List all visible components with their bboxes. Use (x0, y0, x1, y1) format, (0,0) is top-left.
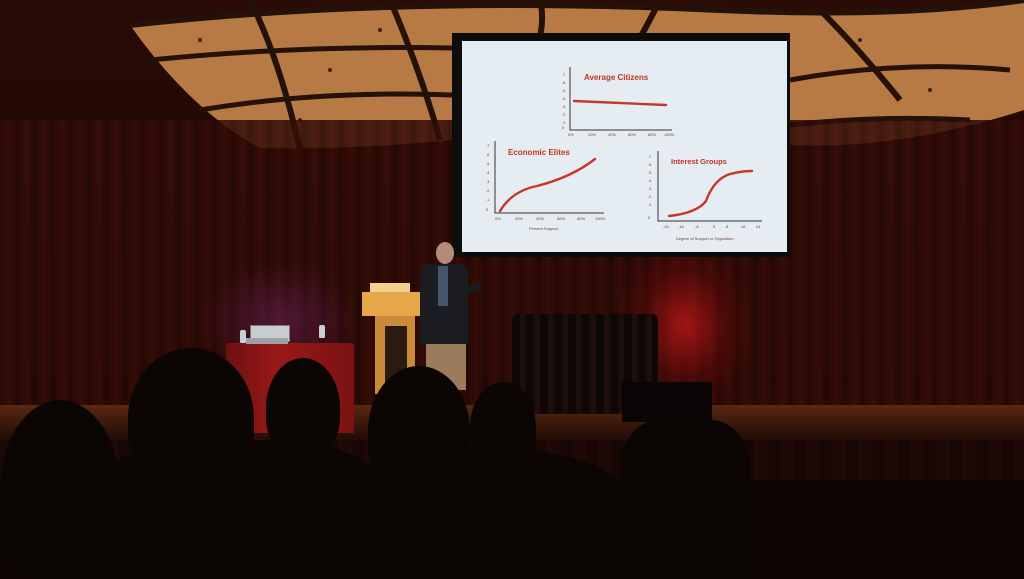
panel2-ytick: 0 (486, 207, 489, 212)
panel2-ytick: .6 (486, 152, 490, 157)
panel1-xtick: 20% (588, 132, 596, 137)
panel1-xtick: 0% (568, 132, 574, 137)
stage-monitor (622, 382, 712, 422)
panel2-ytick: .1 (486, 197, 490, 202)
panel2-ytick: .3 (486, 179, 490, 184)
panel3-xtick: 16 (741, 224, 746, 229)
audience-shoulders (330, 450, 630, 579)
panel1-xtick: 100% (664, 132, 675, 137)
slide-charts: Average Citizens .7 .6 .5 .4 .3 .2 .1 0 … (486, 67, 762, 241)
panel2-xtick: 100% (595, 216, 606, 221)
panel2-xtick: 60% (557, 216, 565, 221)
panel3-ytick: .6 (648, 162, 652, 167)
panel1-ytick: .3 (562, 104, 566, 109)
panel2-ytick: .2 (486, 188, 490, 193)
panel2-axes (494, 141, 604, 214)
panel2-xtick: 40% (536, 216, 544, 221)
panel3-ytick: .1 (648, 202, 652, 207)
audience-silhouette (620, 420, 750, 579)
panel3-xtick: 8 (726, 224, 729, 229)
podium-top (362, 292, 428, 316)
panel2-x-ticks: 0% 20% 40% 60% 80% 100% (495, 216, 606, 221)
panel2-x-label: Percent Support (529, 226, 559, 231)
panel3-ytick: .7 (648, 154, 652, 159)
panel3-ytick: .2 (648, 194, 652, 199)
panel3-x-label: Degree of Support or Opposition (676, 236, 734, 241)
panel3-y-ticks: .7 .6 .5 .4 .3 .2 .1 0 (648, 154, 652, 220)
panel3-ytick: 0 (648, 215, 651, 220)
panel3-ytick: .3 (648, 186, 652, 191)
panel1-ytick: 0 (562, 125, 565, 130)
panel1-ytick: .5 (562, 88, 566, 93)
panel2-ytick: .7 (486, 143, 490, 148)
water-bottle (319, 325, 325, 338)
panel3-xtick: -8 (695, 224, 699, 229)
panel1-x-ticks: 0% 20% 40% 60% 80% 100% (568, 132, 675, 137)
panel1-xtick: 80% (648, 132, 656, 137)
panel3-xtick: -16 (678, 224, 685, 229)
podium-lamp (370, 283, 410, 293)
projection-screen: Average Citizens .7 .6 .5 .4 .3 .2 .1 0 … (462, 41, 787, 252)
speaker-head (436, 242, 454, 264)
panel2-curve (498, 157, 597, 213)
panel3-ytick: .5 (648, 170, 652, 175)
panel1-ytick: .1 (562, 120, 566, 125)
panel-title-average-citizens: Average Citizens (584, 73, 649, 82)
panel1-ytick: .2 (562, 112, 566, 117)
panel1-y-ticks: .7 .6 .5 .4 .3 .2 .1 0 (562, 72, 566, 130)
panel2-y-ticks: .7 .6 .5 .4 .3 .2 .1 0 (486, 143, 490, 212)
panel3-ytick: .4 (648, 178, 652, 183)
panel1-xtick: 60% (628, 132, 636, 137)
panel3-xtick: 0 (713, 224, 716, 229)
panel-title-economic-elites: Economic Elites (508, 148, 570, 157)
panel1-ytick: .4 (562, 96, 566, 101)
panel2-ytick: .5 (486, 161, 490, 166)
panel2-xtick: 80% (577, 216, 585, 221)
panel3-axes (657, 151, 762, 222)
panel-title-interest-groups: Interest Groups (671, 157, 727, 166)
water-bottle (240, 330, 246, 343)
panel1-ytick: .6 (562, 80, 566, 85)
panel2-xtick: 0% (495, 216, 501, 221)
panel3-curve (667, 169, 754, 218)
panel1-ytick: .7 (562, 72, 566, 77)
panel2-xtick: 20% (515, 216, 523, 221)
panel3-x-ticks: -24 -16 -8 0 8 16 24 (663, 224, 761, 229)
panel1-curve (572, 99, 668, 107)
panel2-ytick: .4 (486, 170, 490, 175)
panel3-xtick: -24 (663, 224, 670, 229)
panel3-xtick: 24 (756, 224, 761, 229)
laptop-base (246, 338, 288, 344)
panel1-xtick: 40% (608, 132, 616, 137)
speaker-shirt (438, 266, 448, 306)
panel1-axes (569, 67, 672, 131)
